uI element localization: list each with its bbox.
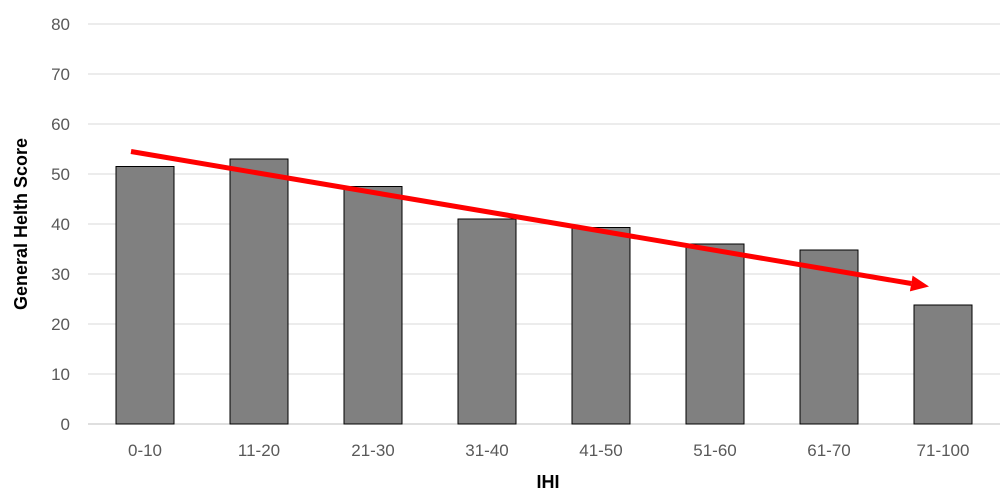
y-tick-label: 10: [51, 365, 70, 384]
trend-arrow-head: [909, 275, 929, 292]
bar-0-10: [115, 166, 175, 425]
x-tick-label: 71-100: [917, 441, 970, 460]
gridlines: [88, 23, 1000, 425]
trend-arrow-line: [130, 149, 912, 286]
y-tick-labels: 0 10 20 30 40 50 60 70 80: [51, 15, 70, 434]
y-axis-title: General Helth Score: [11, 138, 31, 310]
x-tick-label: 0-10: [128, 441, 162, 460]
x-tick-label: 41-50: [579, 441, 622, 460]
bar-61-70: [799, 249, 859, 425]
y-tick-label: 80: [51, 15, 70, 34]
bar-31-40: [457, 218, 517, 425]
bars: [115, 158, 973, 425]
x-tick-label: 21-30: [351, 441, 394, 460]
bar-41-50: [571, 227, 631, 425]
bar-51-60: [685, 243, 745, 425]
y-tick-label: 40: [51, 215, 70, 234]
y-tick-label: 20: [51, 315, 70, 334]
y-tick-label: 50: [51, 165, 70, 184]
y-tick-label: 0: [61, 415, 70, 434]
x-axis-title: IHI: [536, 472, 559, 492]
x-tick-label: 11-20: [238, 441, 280, 460]
y-tick-label: 60: [51, 115, 70, 134]
x-tick-label: 31-40: [465, 441, 508, 460]
x-tick-labels: 0-10 11-20 21-30 31-40 41-50 51-60 61-70 71-100: [128, 441, 969, 460]
y-tick-label: 70: [51, 65, 70, 84]
bar-11-20: [229, 158, 289, 425]
trend-arrow-layer: [130, 149, 929, 292]
bar-71-100: [913, 304, 973, 425]
y-tick-label: 30: [51, 265, 70, 284]
x-tick-label: 61-70: [807, 441, 850, 460]
x-tick-label: 51-60: [693, 441, 736, 460]
bar-21-30: [343, 186, 403, 425]
